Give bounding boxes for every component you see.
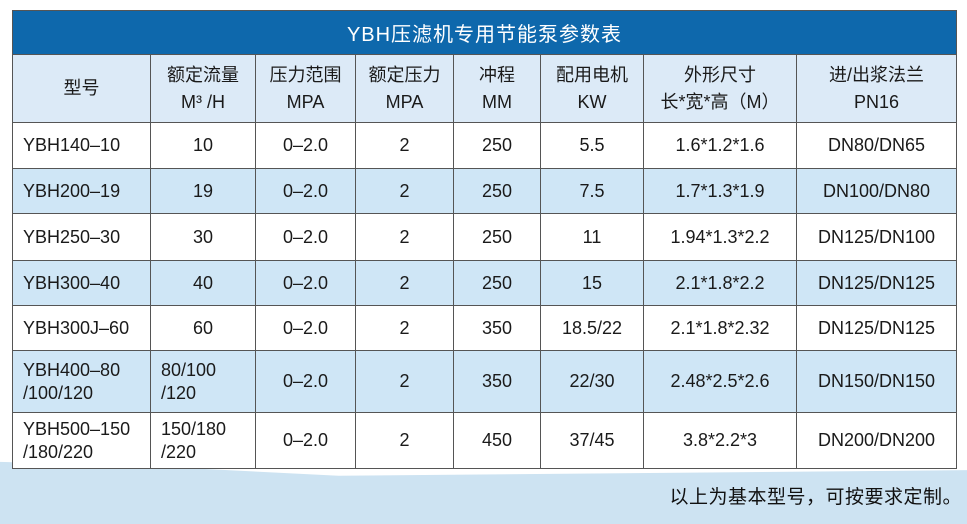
value-cell: 2	[355, 213, 454, 261]
value-cell: 450	[453, 412, 541, 469]
table-row: YBH400–80 /100/120 80/100 /120 0–2.0 2 350 22…	[12, 350, 957, 413]
value-cell: 22/30	[540, 350, 644, 413]
value-cell: 2.1*1.8*2.2	[643, 260, 797, 306]
value-cell: 2	[355, 350, 454, 413]
value-cell: 250	[453, 213, 541, 261]
value-cell: DN150/DN150	[796, 350, 957, 413]
pump-parameter-table: YBH压滤机专用节能泵参数表 型号 额定流量 M³ /H 压力范围 MPA 额定…	[12, 10, 957, 469]
value-cell: DN100/DN80	[796, 168, 957, 214]
value-cell: DN125/DN125	[796, 305, 957, 351]
value-cell: DN125/DN125	[796, 260, 957, 306]
table-header-row: 型号 额定流量 M³ /H 压力范围 MPA 额定压力 MPA 冲程 MM 配用…	[12, 54, 957, 123]
value-cell: 2	[355, 168, 454, 214]
header-stroke: 冲程 MM	[453, 54, 541, 123]
value-cell: DN125/DN100	[796, 213, 957, 261]
value-cell: 7.5	[540, 168, 644, 214]
table-title: YBH压滤机专用节能泵参数表	[12, 10, 957, 55]
model-cell: YBH300–40	[12, 260, 151, 306]
table-row: YBH300J–60 60 0–2.0 2 350 18.5/22 2.1*1.8*2.32…	[12, 305, 957, 351]
value-cell: 10	[150, 122, 256, 169]
value-cell: 350	[453, 350, 541, 413]
value-cell: 80/100 /120	[150, 350, 256, 413]
value-cell: 1.94*1.3*2.2	[643, 213, 797, 261]
value-cell: 30	[150, 213, 256, 261]
value-cell: 40	[150, 260, 256, 306]
value-cell: 2.48*2.5*2.6	[643, 350, 797, 413]
value-cell: 3.8*2.2*3	[643, 412, 797, 469]
value-cell: 350	[453, 305, 541, 351]
value-cell: 19	[150, 168, 256, 214]
value-cell: 37/45	[540, 412, 644, 469]
value-cell: 0–2.0	[255, 213, 356, 261]
value-cell: 250	[453, 168, 541, 214]
value-cell: 60	[150, 305, 256, 351]
table-row: YBH200–19 19 0–2.0 2 250 7.5 1.7*1.3*1.9 DN100/…	[12, 168, 957, 214]
pump-parameter-table-wrap: YBH压滤机专用节能泵参数表 型号 额定流量 M³ /H 压力范围 MPA 额定…	[12, 10, 957, 469]
model-cell: YBH200–19	[12, 168, 151, 214]
value-cell: 5.5	[540, 122, 644, 169]
header-pressure-range: 压力范围 MPA	[255, 54, 356, 123]
value-cell: 0–2.0	[255, 168, 356, 214]
value-cell: 15	[540, 260, 644, 306]
value-cell: 2	[355, 260, 454, 306]
value-cell: 2	[355, 305, 454, 351]
header-dimensions: 外形尺寸 长*宽*高（M）	[643, 54, 797, 123]
table-row: YBH300–40 40 0–2.0 2 250 15 2.1*1.8*2.2 DN125/D…	[12, 260, 957, 306]
value-cell: 0–2.0	[255, 412, 356, 469]
value-cell: 0–2.0	[255, 260, 356, 306]
header-rated-pressure: 额定压力 MPA	[355, 54, 454, 123]
value-cell: 150/180 /220	[150, 412, 256, 469]
table-title-row: YBH压滤机专用节能泵参数表	[12, 10, 957, 55]
value-cell: 0–2.0	[255, 122, 356, 169]
value-cell: 1.7*1.3*1.9	[643, 168, 797, 214]
model-cell: YBH250–30	[12, 213, 151, 261]
table-row: YBH500–150 /180/220 150/180 /220 0–2.0 2 450…	[12, 412, 957, 469]
footer-note: 以上为基本型号，可按要求定制。	[669, 487, 962, 508]
header-model: 型号	[12, 54, 151, 123]
header-flange: 进/出浆法兰 PN16	[796, 54, 957, 123]
table-row: YBH140–10 10 0–2.0 2 250 5.5 1.6*1.2*1.6 DN80/D…	[12, 122, 957, 169]
header-motor: 配用电机 KW	[540, 54, 644, 123]
table-body: YBH140–10 10 0–2.0 2 250 5.5 1.6*1.2*1.6 DN80/D…	[12, 122, 957, 469]
table-row: YBH250–30 30 0–2.0 2 250 11 1.94*1.3*2.2 DN125/…	[12, 213, 957, 261]
value-cell: 2	[355, 412, 454, 469]
value-cell: 250	[453, 260, 541, 306]
value-cell: DN80/DN65	[796, 122, 957, 169]
header-rated-flow: 额定流量 M³ /H	[150, 54, 256, 123]
value-cell: 2.1*1.8*2.32	[643, 305, 797, 351]
value-cell: 0–2.0	[255, 305, 356, 351]
value-cell: 18.5/22	[540, 305, 644, 351]
model-cell: YBH400–80 /100/120	[12, 350, 151, 413]
value-cell: 250	[453, 122, 541, 169]
model-cell: YBH300J–60	[12, 305, 151, 351]
model-cell: YBH140–10	[12, 122, 151, 169]
value-cell: DN200/DN200	[796, 412, 957, 469]
value-cell: 1.6*1.2*1.6	[643, 122, 797, 169]
value-cell: 0–2.0	[255, 350, 356, 413]
model-cell: YBH500–150 /180/220	[12, 412, 151, 469]
value-cell: 11	[540, 213, 644, 261]
value-cell: 2	[355, 122, 454, 169]
